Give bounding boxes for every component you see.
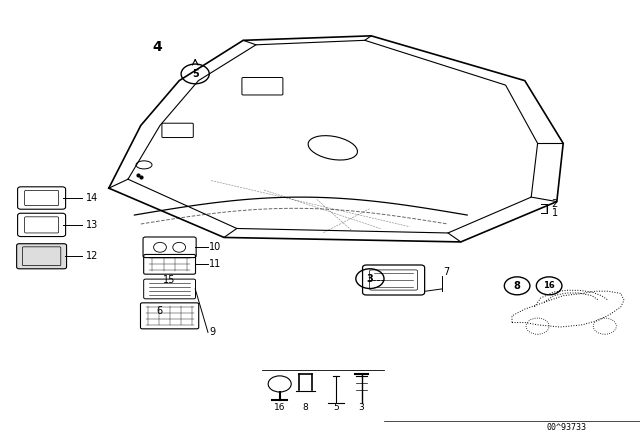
Text: 9: 9	[209, 327, 216, 337]
Text: 1: 1	[552, 208, 558, 218]
Text: 15: 15	[163, 276, 175, 285]
FancyBboxPatch shape	[17, 244, 67, 269]
Text: 13: 13	[86, 220, 99, 230]
Text: 3: 3	[367, 274, 373, 284]
Text: 3: 3	[359, 403, 364, 412]
Text: 7: 7	[444, 267, 450, 277]
Text: 14: 14	[86, 193, 99, 203]
Text: 11: 11	[209, 259, 221, 269]
Text: 5: 5	[192, 69, 198, 79]
Text: 5: 5	[333, 403, 339, 412]
Text: 6: 6	[157, 306, 163, 316]
Text: 00^93733: 00^93733	[547, 423, 586, 432]
Text: 8: 8	[514, 281, 520, 291]
Text: 4: 4	[152, 40, 162, 54]
Text: 10: 10	[209, 242, 221, 252]
Text: 16: 16	[543, 281, 555, 290]
Text: 12: 12	[86, 251, 99, 261]
Text: 8: 8	[303, 403, 308, 412]
Text: 16: 16	[274, 403, 285, 412]
Text: 2: 2	[552, 199, 558, 209]
